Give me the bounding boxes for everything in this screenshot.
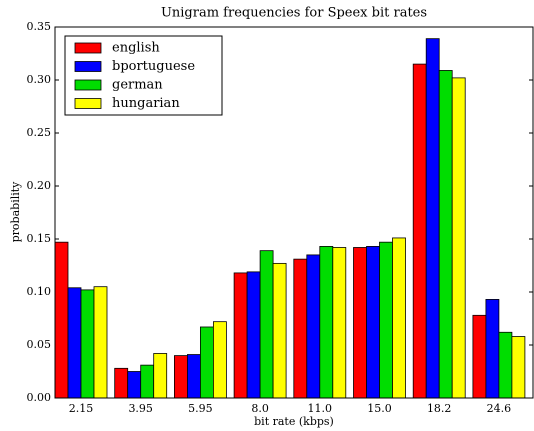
bar [233,272,248,399]
bar [353,247,367,399]
x-tick-label: 5.95 [188,402,213,415]
y-tick-label: 0.30 [27,73,52,86]
x-tick-label: 15.0 [367,402,392,415]
x-tick-label: 24.6 [487,402,512,415]
x-tick-label: 2.15 [69,402,94,415]
bar [366,246,380,399]
bar [319,246,334,399]
bar [272,262,287,399]
bar [246,271,261,399]
x-axis-label: bit rate (kbps) [254,415,334,428]
legend-swatch [74,42,102,54]
y-tick-label: 0.10 [27,285,52,298]
y-tick-label: 0.05 [27,338,52,351]
legend-label: hungarian [112,96,180,111]
bar [93,286,108,399]
y-tick-label: 0.25 [27,126,52,139]
chart-title: Unigram frequencies for Speex bit rates [161,6,427,21]
x-tick-label: 18.2 [427,402,452,415]
bar [332,247,347,399]
bar [412,63,427,399]
bar [127,371,142,399]
bar [485,299,500,399]
bar [472,314,487,399]
bar [451,77,466,399]
x-tick-label: 3.95 [128,402,153,415]
bar [114,367,129,399]
bar [80,289,95,399]
x-tick-label: 8.0 [251,402,269,415]
bar [425,38,440,399]
bar [140,364,155,399]
bar [293,258,308,399]
y-tick-label: 0.00 [27,391,52,404]
bar [498,331,513,399]
bar [199,326,214,399]
bar [259,250,274,399]
plot-frame [54,26,534,399]
y-tick-label: 0.15 [27,232,52,245]
legend-swatch [74,79,102,91]
legend-label: german [112,78,163,93]
bar [392,237,406,399]
y-tick-label: 0.35 [27,20,52,33]
legend-swatch [74,98,102,109]
bar [173,355,188,399]
bar [511,336,526,399]
bar [54,241,69,399]
legend-label: english [112,41,160,56]
y-tick-label: 0.20 [27,179,52,192]
x-tick-label: 11.0 [308,402,333,415]
bar [306,254,321,399]
legend-swatch [74,61,102,72]
bar [186,354,201,399]
legend-label: bportuguese [112,59,195,74]
bar [379,241,393,399]
bar [438,70,453,399]
bar [67,287,82,399]
bar [153,353,168,399]
y-axis-label: probability [9,181,22,243]
bar [212,321,227,399]
